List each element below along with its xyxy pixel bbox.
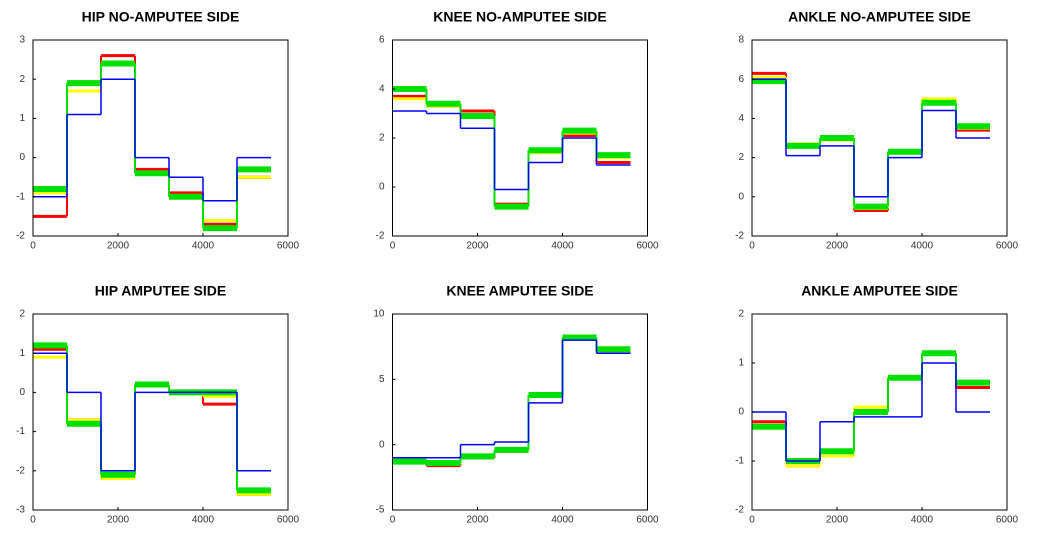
axes-box bbox=[32, 39, 289, 237]
y-tick-label: -2 bbox=[16, 231, 25, 242]
y-tick-label: 0 bbox=[379, 439, 385, 450]
x-tick-label: 4000 bbox=[192, 241, 215, 252]
y-tick-label: 2 bbox=[19, 74, 25, 85]
y-tick-label: 2 bbox=[379, 133, 385, 144]
y-tick-label: 3 bbox=[19, 35, 25, 46]
x-tick-label: 4000 bbox=[551, 515, 574, 526]
x-tick-label: 6000 bbox=[277, 515, 300, 526]
y-tick-label: 0 bbox=[19, 152, 25, 163]
x-tick-label: 0 bbox=[390, 515, 396, 526]
plot-area bbox=[33, 40, 288, 236]
y-tick-label: 6 bbox=[379, 35, 385, 46]
x-tick-label: 2000 bbox=[107, 241, 130, 252]
y-tick-label: -3 bbox=[16, 505, 25, 516]
y-tick-label: 0 bbox=[738, 407, 744, 418]
y-tick-label: -2 bbox=[376, 231, 385, 242]
y-tick-label: -2 bbox=[735, 231, 744, 242]
x-tick-label: 2000 bbox=[107, 515, 130, 526]
x-tick-label: 0 bbox=[749, 515, 755, 526]
x-tick-label: 2000 bbox=[826, 241, 849, 252]
axes-box bbox=[392, 313, 648, 511]
axes-box bbox=[751, 39, 1008, 237]
y-tick-label: 0 bbox=[379, 182, 385, 193]
y-tick-label: 2 bbox=[738, 152, 744, 163]
x-tick-label: 6000 bbox=[636, 515, 659, 526]
x-tick-label: 0 bbox=[30, 515, 36, 526]
plot-area bbox=[392, 314, 648, 510]
y-tick-label: 1 bbox=[19, 348, 25, 359]
y-tick-label: 5 bbox=[379, 374, 385, 385]
y-tick-label: 10 bbox=[373, 309, 385, 320]
y-tick-label: -5 bbox=[376, 505, 385, 516]
y-tick-label: 0 bbox=[19, 387, 25, 398]
x-tick-label: 0 bbox=[749, 241, 755, 252]
x-tick-label: 4000 bbox=[911, 515, 934, 526]
x-tick-label: 6000 bbox=[996, 241, 1019, 252]
y-tick-label: 8 bbox=[738, 35, 744, 46]
x-tick-label: 6000 bbox=[277, 241, 300, 252]
x-tick-label: 0 bbox=[390, 241, 396, 252]
x-tick-label: 2000 bbox=[826, 515, 849, 526]
x-tick-label: 4000 bbox=[911, 241, 934, 252]
x-tick-label: 2000 bbox=[466, 241, 489, 252]
x-tick-label: 2000 bbox=[466, 515, 489, 526]
y-tick-label: -1 bbox=[735, 456, 744, 467]
x-tick-label: 0 bbox=[30, 241, 36, 252]
y-tick-label: 4 bbox=[738, 113, 744, 124]
y-tick-label: -2 bbox=[16, 465, 25, 476]
axes-box bbox=[32, 313, 289, 511]
x-tick-label: 6000 bbox=[996, 515, 1019, 526]
y-tick-label: 1 bbox=[19, 113, 25, 124]
chart-title: HIP AMPUTEE SIDE bbox=[95, 283, 226, 299]
x-tick-label: 6000 bbox=[636, 241, 659, 252]
y-tick-label: 2 bbox=[19, 309, 25, 320]
chart-title: KNEE AMPUTEE SIDE bbox=[446, 283, 593, 299]
chart-title: KNEE NO-AMPUTEE SIDE bbox=[433, 9, 606, 25]
y-tick-label: 4 bbox=[379, 84, 385, 95]
y-tick-label: -1 bbox=[16, 426, 25, 437]
y-tick-label: 1 bbox=[738, 358, 744, 369]
x-tick-label: 4000 bbox=[192, 515, 215, 526]
plot-area bbox=[33, 314, 288, 510]
y-tick-label: 2 bbox=[738, 309, 744, 320]
y-tick-label: 0 bbox=[738, 191, 744, 202]
chart-title: ANKLE AMPUTEE SIDE bbox=[801, 283, 958, 299]
y-tick-label: -2 bbox=[735, 505, 744, 516]
chart-title: ANKLE NO-AMPUTEE SIDE bbox=[788, 9, 971, 25]
chart-title: HIP NO-AMPUTEE SIDE bbox=[82, 9, 240, 25]
y-tick-label: -1 bbox=[16, 191, 25, 202]
x-tick-label: 4000 bbox=[551, 241, 574, 252]
y-tick-label: 6 bbox=[738, 74, 744, 85]
